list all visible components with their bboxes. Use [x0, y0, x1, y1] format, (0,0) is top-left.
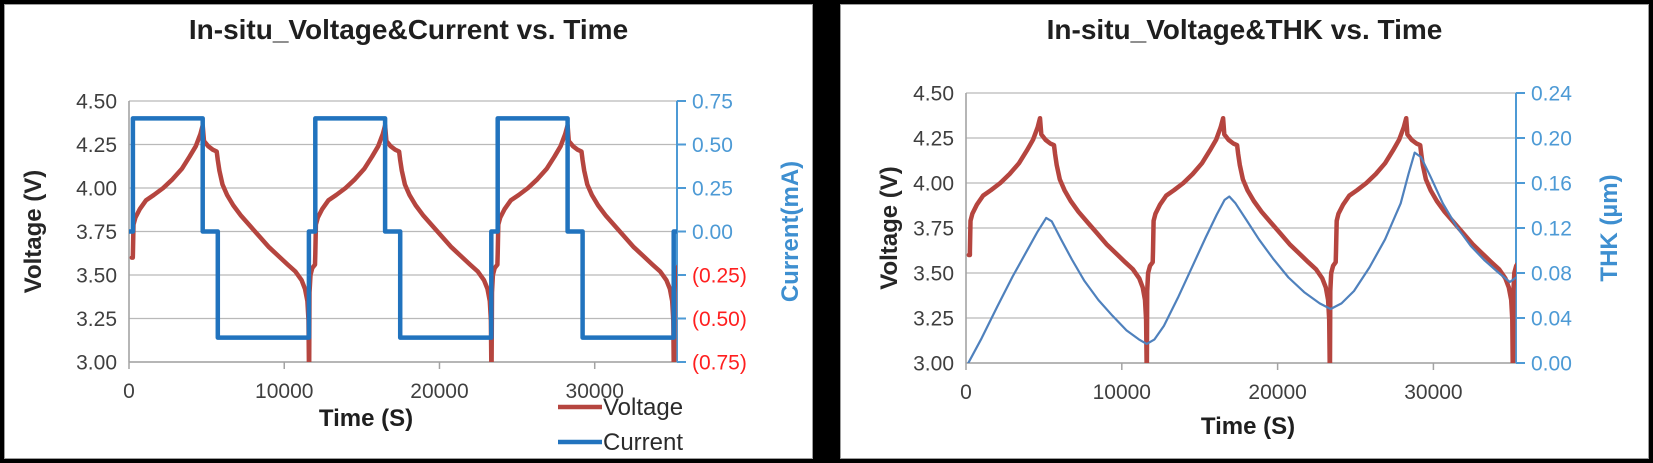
chart-title-voltage-current: In-situ_Voltage&Current vs. Time: [188, 14, 629, 45]
chart-svg: 4.50 4.25 4.00 3.75 3.50 3.25 3.00 0.75 0.50 0.25…: [20, 90, 804, 456]
right-axis-tick-label: 0.24: [1531, 82, 1572, 105]
left-axis-tick-label: 3.25: [76, 308, 117, 331]
series-thk-line: [967, 151, 1516, 363]
series-group: [129, 116, 677, 362]
left-axis-tick-label: 4.00: [913, 172, 954, 195]
series-voltage-line: [966, 115, 1516, 363]
right-axis-tick-label: 0.08: [1531, 262, 1572, 285]
voltage-current-chart-canvas: 4.50 4.25 4.00 3.75 3.50 3.25 3.00 0.75 0.50 0.25…: [5, 5, 812, 458]
legend-label-voltage: Voltage: [603, 394, 683, 421]
legend-label-current: Current: [603, 429, 683, 456]
right-axis-tick-label: 0.00: [692, 221, 733, 244]
right-axis-tick-label: (0.50): [692, 308, 747, 331]
series-voltage-line: [129, 123, 677, 362]
right-axis-tick-label: (0.75): [692, 351, 747, 374]
right-axis-tick-label: (0.25): [692, 264, 747, 287]
left-axis-tick-label: 3.00: [913, 352, 954, 375]
left-axis-tick-label: 3.50: [76, 264, 117, 287]
x-axis-tick-label: 0: [123, 380, 135, 403]
x-axis-title: Time (S): [319, 405, 413, 432]
left-axis-tick-label: 4.00: [76, 177, 117, 200]
x-axis-tick-label: 20000: [1248, 381, 1306, 404]
voltage-thk-chart-canvas: 4.50 4.25 4.00 3.75 3.50 3.25 3.00 0.24 0.20 0.16…: [841, 5, 1648, 458]
right-axis-tick-label: 0.16: [1531, 172, 1572, 195]
x-axis-tick-label: 10000: [1093, 381, 1151, 404]
left-axis-tick-label: 4.50: [76, 90, 117, 113]
chart-svg: 4.50 4.25 4.00 3.75 3.50 3.25 3.00 0.24 0.20 0.16…: [876, 82, 1623, 440]
right-axis-tick-label: 0.75: [692, 90, 733, 113]
right-axis-tick-label: 0.12: [1531, 217, 1572, 240]
series-current-line: [129, 116, 677, 340]
left-axis-tick-label: 3.25: [913, 307, 954, 330]
series-group: [966, 115, 1516, 363]
left-axis-tick-label: 3.75: [76, 221, 117, 244]
x-axis-tick-label: 20000: [410, 380, 468, 403]
left-axis-title: Voltage (V): [20, 170, 47, 294]
x-axis-tick-label: 30000: [1404, 381, 1462, 404]
x-axis-tick-label: 0: [960, 381, 972, 404]
right-axis-tick-label: 0.50: [692, 134, 733, 157]
left-axis-tick-label: 3.00: [76, 351, 117, 374]
chart-panel-voltage-thk: 4.50 4.25 4.00 3.75 3.50 3.25 3.00 0.24 0.20 0.16…: [840, 4, 1649, 459]
x-axis-tick-label: 10000: [255, 380, 313, 403]
left-axis-tick-label: 3.50: [913, 262, 954, 285]
chart-panel-voltage-current: 4.50 4.25 4.00 3.75 3.50 3.25 3.00 0.75 0.50 0.25…: [4, 4, 813, 459]
right-axis-tick-label: 0.25: [692, 177, 733, 200]
left-axis-title: Voltage (V): [876, 166, 903, 290]
left-axis-tick-label: 4.25: [76, 134, 117, 157]
left-axis-tick-label: 3.75: [913, 217, 954, 240]
left-axis-tick-label: 4.25: [913, 127, 954, 150]
right-axis-tick-label: 0.00: [1531, 352, 1572, 375]
x-axis-title: Time (S): [1201, 413, 1295, 440]
right-axis-title: Current(mA): [777, 161, 804, 302]
left-axis-tick-label: 4.50: [913, 82, 954, 105]
right-axis-tick-label: 0.20: [1531, 127, 1572, 150]
x-axis-tick-label: 30000: [566, 380, 624, 403]
right-axis-tick-label: 0.04: [1531, 307, 1572, 330]
chart-title-voltage-thk: In-situ_Voltage&THK vs. Time: [1046, 14, 1443, 45]
right-axis-title: THK (µm): [1596, 174, 1623, 281]
